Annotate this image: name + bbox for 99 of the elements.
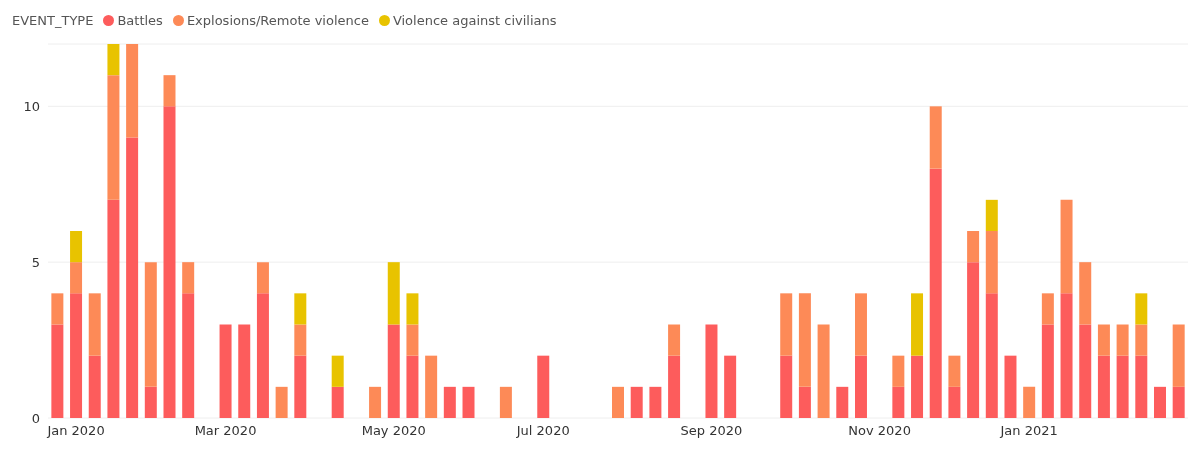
bar	[724, 355, 737, 418]
bar	[1004, 355, 1017, 418]
bar	[406, 293, 419, 325]
bar	[854, 293, 867, 356]
bar	[126, 137, 139, 418]
bar	[1097, 355, 1110, 418]
bar	[70, 231, 83, 263]
bar	[892, 386, 905, 418]
x-tick-label: Jul 2020	[515, 423, 570, 439]
bar	[294, 324, 307, 356]
bar	[182, 293, 195, 418]
bar	[387, 262, 400, 325]
bar	[985, 199, 998, 231]
bar	[1060, 293, 1073, 418]
bar	[107, 75, 120, 200]
bar	[948, 386, 961, 418]
bar	[705, 324, 718, 418]
bar	[88, 355, 101, 418]
x-tick-label: Nov 2020	[848, 423, 911, 439]
bar	[612, 386, 625, 418]
bar	[443, 386, 456, 418]
x-tick-label: Jan 2020	[46, 423, 105, 439]
bar	[163, 75, 176, 107]
bar	[256, 293, 269, 418]
bar	[406, 355, 419, 418]
bar	[182, 262, 195, 294]
legend-title: EVENT_TYPE	[12, 12, 94, 28]
bar	[1079, 262, 1092, 325]
bar	[985, 231, 998, 294]
bar	[294, 355, 307, 418]
bar	[817, 324, 830, 418]
x-tick-label: Sep 2020	[680, 423, 743, 439]
bar	[256, 262, 269, 294]
bar	[462, 386, 475, 418]
bar	[668, 324, 681, 356]
bar	[1116, 355, 1129, 418]
bar	[331, 386, 344, 418]
bar	[967, 231, 980, 263]
bar	[911, 293, 924, 356]
bar	[1060, 199, 1073, 294]
bar	[144, 386, 157, 418]
bar	[1172, 386, 1185, 418]
x-tick-label: Jan 2021	[999, 423, 1058, 439]
bar	[929, 168, 942, 418]
legend-label: Violence against civilians	[391, 12, 557, 28]
bar	[425, 355, 438, 418]
bar	[1153, 386, 1166, 418]
bar	[1041, 324, 1054, 418]
bar	[967, 262, 980, 418]
bar	[836, 386, 849, 418]
bar	[929, 106, 942, 169]
bar	[985, 293, 998, 418]
bar	[892, 355, 905, 387]
bar	[1135, 324, 1148, 356]
y-tick-label: 0	[31, 410, 40, 426]
bar	[163, 106, 176, 418]
bar	[1023, 386, 1036, 418]
bar	[649, 386, 662, 418]
bar	[1172, 324, 1185, 387]
y-tick-label: 10	[23, 98, 40, 114]
bar	[798, 386, 811, 418]
bar	[780, 355, 793, 418]
y-tick-label: 5	[31, 254, 40, 270]
bar	[780, 293, 793, 356]
bar	[1041, 293, 1054, 325]
bar	[88, 293, 101, 356]
bar	[537, 355, 550, 418]
bar	[144, 262, 157, 387]
x-tick-label: Mar 2020	[194, 423, 257, 439]
bar	[51, 324, 64, 418]
bar	[70, 262, 83, 294]
bar	[1135, 355, 1148, 418]
bar	[499, 386, 512, 418]
bar	[331, 355, 344, 387]
bar	[1116, 324, 1129, 356]
bar	[387, 324, 400, 418]
bar	[51, 293, 64, 325]
bar	[107, 44, 120, 76]
bar	[911, 355, 924, 418]
legend-label: Battles	[116, 12, 163, 28]
bar	[406, 324, 419, 356]
legend-label: Explosions/Remote violence	[185, 12, 369, 28]
bar	[369, 386, 382, 418]
bar	[126, 44, 139, 138]
bar	[275, 386, 288, 418]
bar	[70, 293, 83, 418]
bar	[219, 324, 232, 418]
bar	[238, 324, 251, 418]
x-tick-label: May 2020	[361, 423, 426, 439]
bar	[948, 355, 961, 387]
bar	[1079, 324, 1092, 418]
bar	[1135, 293, 1148, 325]
bar	[630, 386, 643, 418]
bar	[668, 355, 681, 418]
bar	[1097, 324, 1110, 356]
bar	[798, 293, 811, 387]
bar	[294, 293, 307, 325]
bar	[107, 199, 120, 418]
bar	[854, 355, 867, 418]
